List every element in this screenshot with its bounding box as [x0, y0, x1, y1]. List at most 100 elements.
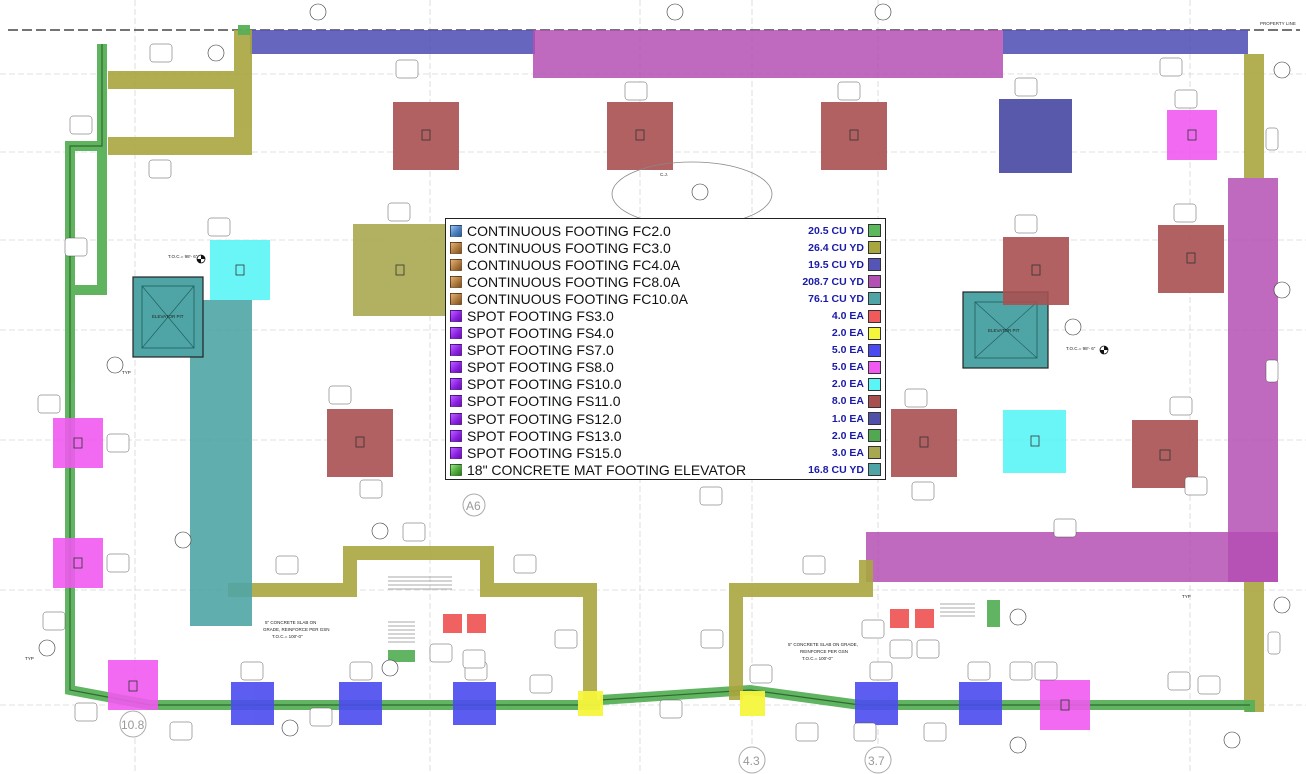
- legend-row: CONTINUOUS FOOTING FC3.0 26.4 CU YD: [450, 239, 881, 256]
- legend-label: SPOT FOOTING FS7.0: [467, 342, 614, 359]
- fs11-footings: [327, 102, 1224, 488]
- legend-color-swatch: [868, 309, 881, 323]
- legend-label: SPOT FOOTING FS11.0: [467, 393, 621, 410]
- legend-quantity: 208.7 CU YD: [802, 275, 864, 288]
- legend-color-swatch: [868, 412, 881, 426]
- legend-row: SPOT FOOTING FS10.0 2.0 EA: [450, 376, 881, 393]
- fc3-stair-right: [729, 560, 873, 700]
- legend-label: CONTINUOUS FOOTING FC10.0A: [467, 290, 688, 307]
- fc3-stair-left: [228, 546, 597, 700]
- legend-row: SPOT FOOTING FS12.0 1.0 EA: [450, 410, 881, 427]
- grid-bubble-a6: A6: [462, 493, 486, 517]
- legend-label: CONTINUOUS FOOTING FC3.0: [467, 239, 671, 256]
- stair-left: [388, 576, 452, 643]
- legend-color-swatch: [868, 377, 881, 391]
- legend-color-swatch: [868, 241, 881, 255]
- legend-label: SPOT FOOTING FS8.0: [467, 359, 614, 376]
- toc-right: T.O.C.= 98'- 6": [1066, 346, 1096, 351]
- fs8-footings: [53, 110, 1217, 730]
- fc8-top-block: [533, 30, 1003, 78]
- stair-right: [940, 603, 975, 617]
- takeoff-legend: CONTINUOUS FOOTING FC2.0 20.5 CU YD CONTIN…: [445, 218, 886, 480]
- legend-label: CONTINUOUS FOOTING FC4.0A: [467, 256, 681, 273]
- fs7-footings: [231, 682, 1002, 725]
- grid-bubble-10-8: 10.8: [119, 710, 147, 738]
- legend-row: SPOT FOOTING FS7.0 5.0 EA: [450, 342, 881, 359]
- footing-center-marks: [73, 129, 1197, 711]
- grid-label-3-7: 3.7: [868, 754, 885, 768]
- property-line-label: PROPERTY LINE: [1260, 21, 1296, 26]
- legend-row: CONTINUOUS FOOTING FC4.0A 19.5 CU YD: [450, 256, 881, 273]
- slab-note-right-3: T.O.C.= 100'-0": [802, 656, 833, 661]
- typ-note-elev: TYP: [122, 370, 131, 375]
- elevator-mat-left: ELEVATOR PIT: [132, 276, 204, 358]
- grid-label-a6: A6: [466, 499, 481, 513]
- grid-label-4-3: 4.3: [743, 754, 760, 768]
- legend-label: SPOT FOOTING FS13.0: [467, 427, 622, 444]
- legend-row: SPOT FOOTING FS3.0 4.0 EA: [450, 307, 881, 324]
- legend-quantity: 2.0 EA: [831, 378, 864, 391]
- legend-color-swatch: [868, 394, 881, 408]
- slab-note-left-3: T.O.C.= 100'-0": [272, 634, 303, 639]
- legend-row: SPOT FOOTING FS11.0 8.0 EA: [450, 393, 881, 410]
- legend-color-swatch: [868, 326, 881, 340]
- legend-quantity: 5.0 EA: [831, 361, 864, 374]
- elevator-pit-label-left: ELEVATOR PIT: [152, 314, 184, 319]
- footing-tags: [37, 43, 1281, 742]
- legend-quantity: 26.4 CU YD: [808, 241, 864, 254]
- elevation-target-markers: [196, 254, 1109, 355]
- fc4-top-strip-left: [250, 30, 535, 54]
- legend-label: 18" CONCRETE MAT FOOTING ELEVATOR: [467, 461, 747, 478]
- fc3-right-top: [1244, 54, 1264, 178]
- legend-row: CONTINUOUS FOOTING FC2.0 20.5 CU YD: [450, 222, 881, 239]
- legend-color-swatch: [868, 224, 881, 238]
- legend-color-swatch: [868, 292, 881, 306]
- brown-cube-icon: [450, 241, 462, 254]
- slab-note-left-2: GRADE, REINFORCE PER GSN: [263, 627, 330, 632]
- fc3-top-left: [108, 30, 252, 155]
- legend-color-swatch: [868, 275, 881, 289]
- fs10-footings: [210, 240, 1066, 473]
- legend-label: CONTINUOUS FOOTING FC2.0: [467, 222, 671, 239]
- legend-quantity: 16.8 CU YD: [808, 463, 864, 476]
- legend-quantity: 5.0 EA: [831, 344, 864, 357]
- legend-label: CONTINUOUS FOOTING FC8.0A: [467, 273, 681, 290]
- elevator-pit-label-right: ELEVATOR PIT: [988, 328, 1020, 333]
- legend-row: CONTINUOUS FOOTING FC10.0A 76.1 CU YD: [450, 290, 881, 307]
- legend-label: SPOT FOOTING FS12.0: [467, 410, 622, 427]
- typ-note-right: TYP: [1182, 594, 1191, 599]
- purple-square-icon: [450, 310, 462, 323]
- purple-square-icon: [450, 429, 462, 442]
- legend-quantity: 2.0 EA: [831, 327, 864, 340]
- purple-square-icon: [450, 344, 462, 357]
- brown-cube-icon: [450, 258, 462, 271]
- legend-rows: CONTINUOUS FOOTING FC2.0 20.5 CU YD CONTIN…: [450, 222, 881, 478]
- legend-row: SPOT FOOTING FS13.0 2.0 EA: [450, 427, 881, 444]
- purple-square-icon: [450, 361, 462, 374]
- fc4-top-strip-right: [1003, 30, 1248, 54]
- legend-quantity: 2.0 EA: [831, 429, 864, 442]
- fs4-footings: [578, 691, 765, 716]
- legend-quantity: 1.0 EA: [831, 412, 864, 425]
- fc8-bottom-horizontal: [866, 532, 1278, 582]
- legend-quantity: 20.5 CU YD: [808, 224, 864, 237]
- legend-quantity: 3.0 EA: [831, 446, 864, 459]
- legend-quantity: 76.1 CU YD: [808, 292, 864, 305]
- legend-color-swatch: [868, 343, 881, 357]
- purple-square-icon: [450, 412, 462, 425]
- legend-row: 18" CONCRETE MAT FOOTING ELEVATOR 16.8 CU…: [450, 461, 881, 478]
- slab-note-right-2: REINFORCE PER GSN: [800, 649, 848, 654]
- legend-color-swatch: [868, 258, 881, 272]
- section-callouts: [38, 3, 1291, 754]
- purple-square-icon: [450, 327, 462, 340]
- legend-color-swatch: [868, 360, 881, 374]
- legend-row: SPOT FOOTING FS8.0 5.0 EA: [450, 359, 881, 376]
- grid-label-10-8: 10.8: [121, 718, 145, 732]
- fs15-footing: [353, 224, 446, 316]
- fs13-footings: [388, 600, 1000, 662]
- slab-note-left-1: 5" CONCRETE SLAB ON: [265, 620, 316, 625]
- legend-color-swatch: [868, 463, 881, 477]
- legend-row: CONTINUOUS FOOTING FC8.0A 208.7 CU YD: [450, 273, 881, 290]
- legend-row: SPOT FOOTING FS15.0 3.0 EA: [450, 444, 881, 461]
- toc-left: T.O.C.= 98'- 6": [168, 254, 198, 259]
